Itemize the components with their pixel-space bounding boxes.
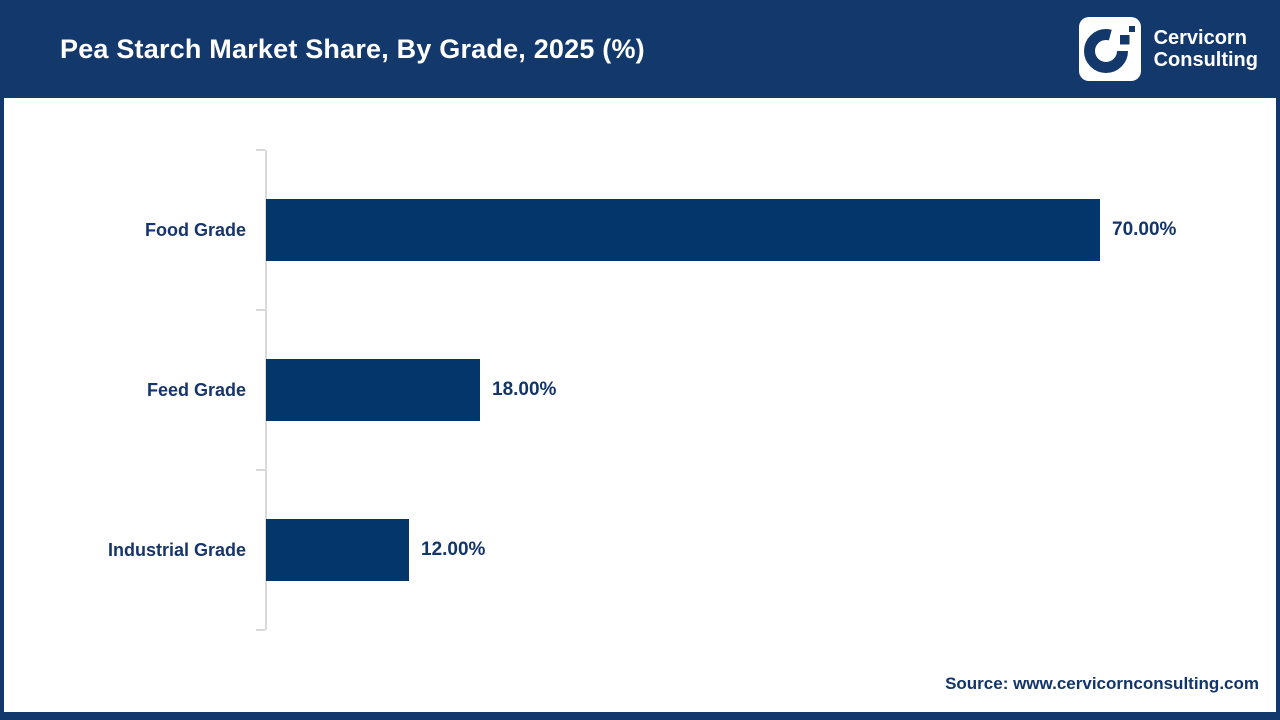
y-axis-tick — [256, 149, 265, 151]
category-label: Industrial Grade — [107, 539, 246, 560]
value-label: 70.00% — [1112, 219, 1177, 240]
bar — [266, 359, 480, 421]
frame-border-right — [1276, 0, 1280, 720]
y-axis-tick — [256, 469, 265, 471]
cervicorn-c-icon — [1078, 17, 1141, 81]
category-label: Food Grade — [144, 219, 246, 240]
category-label: Feed Grade — [146, 379, 246, 400]
header: Pea Starch Market Share, By Grade, 2025 … — [0, 0, 1280, 98]
frame-border-bottom — [0, 712, 1280, 720]
value-label: 18.00% — [492, 379, 557, 400]
brand-logo: Cervicorn Consulting — [1078, 17, 1258, 81]
brand-name: Cervicorn Consulting — [1154, 27, 1258, 71]
bar — [266, 519, 409, 581]
frame-border-left — [0, 0, 4, 720]
brand-name-line2: Consulting — [1153, 49, 1258, 71]
y-axis-tick — [256, 629, 265, 631]
bar — [266, 199, 1100, 261]
page-title: Pea Starch Market Share, By Grade, 2025 … — [60, 33, 645, 64]
source-text: Source: www.cervicornconsulting.com — [945, 674, 1259, 693]
value-label: 12.00% — [421, 539, 486, 560]
brand-name-line1: Cervicorn — [1153, 27, 1247, 49]
y-axis-tick — [256, 309, 265, 311]
